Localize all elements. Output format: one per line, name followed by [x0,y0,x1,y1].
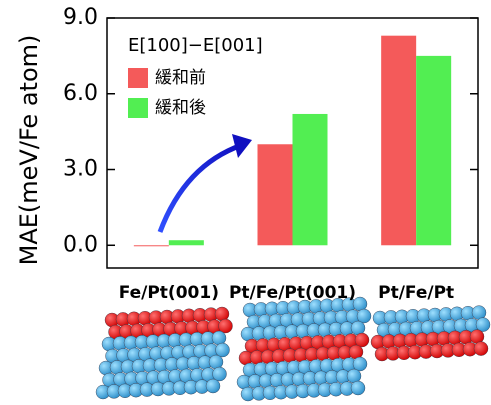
legend-swatch [128,68,148,88]
legend-title: E[100]−E[001] [128,35,263,56]
pt-atom [206,379,220,393]
y-tick-label: 9.0 [63,5,98,30]
x-tick-label: Pt/Fe/Pt [378,283,454,303]
pt-atom [213,367,227,381]
pt-atom [351,381,365,395]
y-tick-label: 0.0 [63,232,98,257]
legend-label: 緩和後 [155,98,206,118]
x-tick-label: Fe/Pt(001) [119,283,219,303]
bar [293,114,328,245]
y-axis-label: MAE(meV/Fe atom) [15,35,43,266]
fe-atom [215,307,229,321]
arrow-head [232,134,252,158]
y-tick-label: 3.0 [63,157,98,182]
bar [381,36,416,246]
bar [258,144,293,245]
chart: MAE(meV/Fe atom) E[100]−E[001] 0.0 3.0 6.0… [0,0,491,405]
atom-structures [96,297,490,401]
arrow [160,145,242,232]
bar [416,56,451,245]
bar [134,245,169,246]
pt-atom [212,331,226,345]
legend-label: 緩和前 [155,68,206,88]
bar [169,240,204,245]
y-tick-label: 6.0 [63,81,98,106]
pt-atom [209,355,223,369]
fe-atom [219,319,233,333]
x-tick-label: Pt/Fe/Pt(001) [229,283,356,303]
pt-atom [216,343,230,357]
fe-atom [474,342,488,356]
legend-swatch [128,98,148,118]
